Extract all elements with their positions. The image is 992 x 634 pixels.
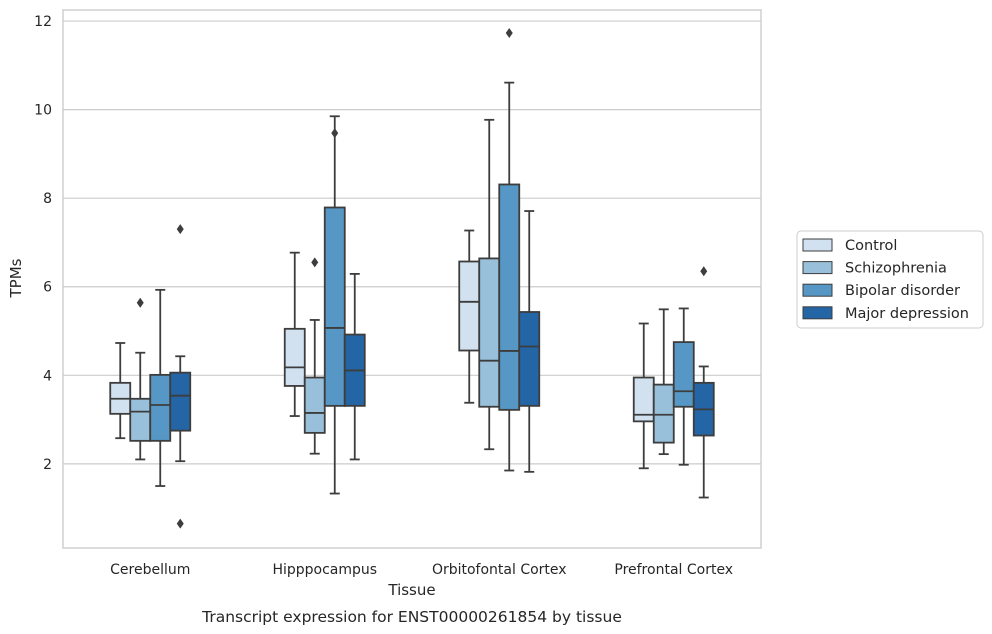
x-tick-label: Prefrontal Cortex (614, 562, 733, 578)
box-body (323, 206, 346, 407)
legend-items: Control Schizophrenia Bipolar disorder Majo… (802, 238, 969, 322)
legend-swatch (802, 283, 833, 297)
box-mark (283, 251, 306, 417)
x-ticks: Cerebellum Hipppocampus Orbitofontal Corte… (110, 562, 733, 578)
legend-label: Bipolar disorder (845, 283, 960, 299)
x-axis-label: Tissue (387, 581, 435, 599)
legend-swatch (802, 261, 833, 275)
y-tick-label: 4 (43, 368, 52, 384)
box-body (149, 373, 172, 442)
x-tick-label: Orbitofontal Cortex (432, 562, 567, 578)
box-body (169, 371, 192, 432)
box-groups (109, 28, 715, 529)
y-ticks: 2 4 6 8 10 12 (34, 14, 52, 473)
outlier-point (700, 266, 708, 277)
box-mark (169, 224, 192, 529)
box-mark (632, 322, 655, 470)
legend-swatch (802, 238, 833, 252)
box-mark (129, 297, 152, 461)
x-tick-label: Cerebellum (110, 562, 190, 578)
y-axis-label: TPMs (7, 258, 25, 298)
outlier-point (331, 128, 339, 139)
y-tick-label: 2 (43, 457, 52, 473)
y-tick-label: 10 (34, 103, 52, 119)
box-body (498, 183, 521, 411)
box-mark (478, 118, 501, 451)
box-mark (672, 307, 695, 466)
outlier-point (176, 518, 184, 529)
legend-label: Major depression (845, 306, 969, 322)
box-mark (518, 210, 541, 473)
y-tick-label: 12 (34, 14, 52, 30)
box-body (652, 383, 675, 444)
box-body (283, 327, 306, 387)
box-mark (692, 266, 715, 499)
box-mark (652, 308, 675, 456)
box-mark (343, 273, 366, 461)
chart-caption: Transcript expression for ENST0000026185… (201, 608, 622, 626)
box-body (458, 260, 481, 352)
outlier-point (176, 224, 184, 235)
legend-label: Control (845, 238, 897, 254)
box-body (672, 341, 695, 408)
legend-label: Schizophrenia (845, 261, 947, 277)
box-body (518, 311, 541, 407)
box-body (478, 257, 501, 408)
outlier-point (311, 257, 319, 268)
x-tick-label: Hipppocampus (272, 562, 377, 578)
legend-frame (796, 230, 984, 329)
box-body (129, 397, 152, 442)
plot-frame (62, 9, 762, 549)
y-tick-label: 8 (43, 191, 52, 207)
box-body (303, 376, 326, 434)
box-mark (498, 28, 521, 472)
box-mark (323, 115, 346, 495)
y-tick-label: 6 (43, 280, 52, 296)
legend-swatch (802, 306, 833, 320)
outlier-point (505, 28, 513, 39)
legend: Control Schizophrenia Bipolar disorder Majo… (796, 230, 984, 329)
outlier-point (136, 297, 144, 308)
